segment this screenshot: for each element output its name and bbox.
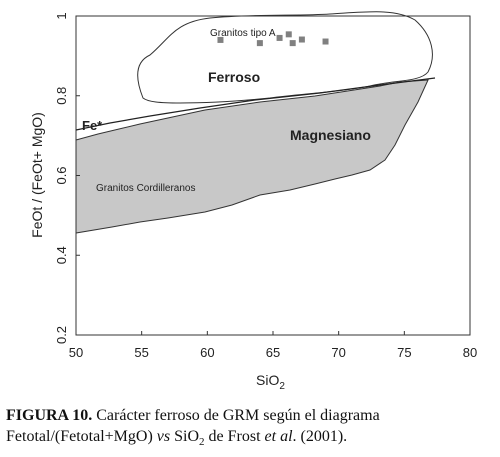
fe-star-label: Fe* [82,118,103,133]
ferroso-label: Ferroso [208,69,260,85]
caption-text-2a: Fetotal/(Fetotal+MgO) [6,428,157,445]
caption-line-2: Fetotal/(Fetotal+MgO) vs SiO2 de Frost e… [6,426,496,453]
tipo-a-point [285,31,292,38]
tipo-a-point [276,34,283,41]
y-tick-label: 0.6 [54,166,69,184]
tipo-a-point [322,38,329,45]
granitos-tipo-a-field [137,11,433,104]
figure-label: FIGURA 10. [6,407,93,424]
caption-vs: vs [156,428,171,445]
granitos-cordilleranos-field [75,79,429,234]
x-tick-label: 80 [463,345,477,360]
caption-etal: et al [264,428,293,445]
x-axis-ticks: 50 55 60 65 70 75 80 [69,331,477,360]
caption-text-2d: . (2001). [292,428,348,445]
x-tick-label: 70 [331,345,345,360]
y-axis-ticks: 0.2 0.4 0.6 0.8 1 [54,12,80,344]
caption-line-1: FIGURA 10. Carácter ferroso de GRM según… [6,405,496,426]
tipo-a-point [289,40,296,47]
tipo-a-markers [217,31,329,47]
y-tick-label: 0.8 [54,87,69,105]
y-tick-label: 1 [54,12,69,19]
figure-caption: FIGURA 10. Carácter ferroso de GRM según… [6,405,496,453]
tipo-a-point [256,40,263,47]
caption-text-2b: SiO [170,428,200,445]
caption-sub: 2 [199,436,205,449]
tipo-a-point [217,36,224,43]
y-tick-label: 0.4 [54,246,69,264]
magnesiano-label: Magnesiano [290,127,371,143]
granitos-cordilleranos-label: Granitos Cordilleranos [96,183,196,194]
y-axis-title: FeOt / (FeOt+ MgO) [29,112,45,238]
x-tick-label: 60 [200,345,214,360]
x-tick-label: 65 [266,345,280,360]
x-axis-title: SiO2 [256,372,285,392]
frost-diagram: 50 55 60 65 70 75 80 0.2 0.4 0.6 0.8 1 Ferroso Mag… [29,11,477,392]
x-tick-label: 50 [69,345,83,360]
fe-star-divider-line [75,77,436,131]
caption-text-2c: de Frost [204,428,265,445]
tipo-a-point [298,36,305,43]
granitos-tipo-a-label: Granitos tipo A [210,28,276,39]
x-tick-label: 55 [134,345,148,360]
caption-text-1: Carácter ferroso de GRM según el diagram… [92,407,380,424]
x-tick-label: 75 [397,345,411,360]
y-tick-label: 0.2 [54,326,69,344]
